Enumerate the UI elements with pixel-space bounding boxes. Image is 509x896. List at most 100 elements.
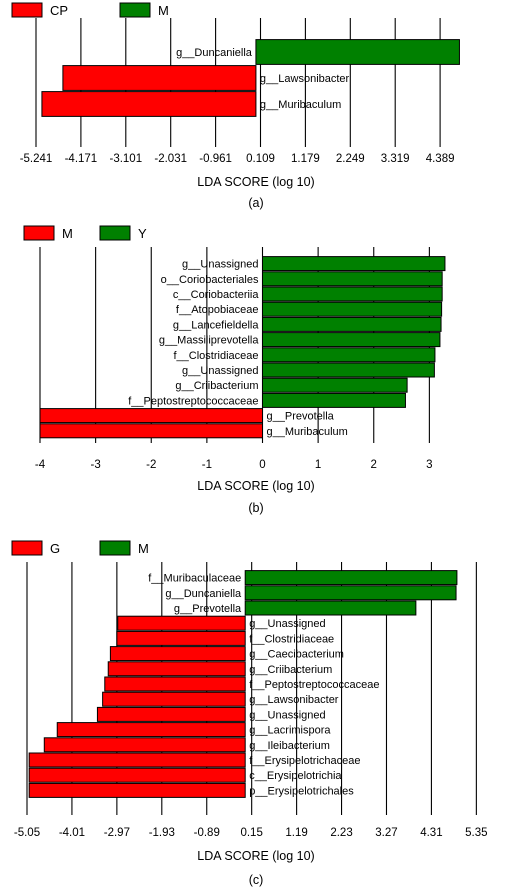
x-tick-label: -4.171 (65, 153, 98, 165)
bar-label: g__Muribaculum (267, 426, 348, 438)
bar-negative (28, 752, 246, 768)
x-tick-label: 0 (259, 459, 265, 471)
bar-positive (262, 377, 408, 393)
bar-negative (41, 91, 257, 117)
lda-panel-3: f__Muribaculaceae g__Duncaniella g__Prevot… (11, 540, 488, 887)
bar-positive (262, 392, 406, 408)
bar-label: c__Erysipelotrichia (249, 770, 342, 782)
legend-label: Y (138, 226, 147, 241)
x-tick-label: 3.319 (381, 153, 410, 165)
x-tick-label: 5.35 (465, 827, 487, 839)
legend-label: M (138, 541, 149, 556)
x-tick-label: -2 (146, 459, 156, 471)
x-tick-label: -1 (202, 459, 212, 471)
bar-negative (39, 408, 263, 424)
x-tick-label: -0.961 (199, 153, 232, 165)
bar-label: f__Peptostreptococcaceae (249, 679, 379, 691)
bar-label: g__Prevotella (267, 411, 335, 423)
bar-positive (262, 301, 443, 317)
x-tick-label: 4.31 (420, 827, 442, 839)
lda-panel-2: g__Unassigned o__Coriobacteriales c__Corio… (23, 225, 446, 515)
legend-swatch (11, 2, 43, 18)
x-tick-label: 1.179 (291, 153, 320, 165)
bar-negative (104, 676, 246, 692)
legend: CP M (11, 2, 169, 18)
x-tick-label: 2.249 (336, 153, 365, 165)
bar-negative (109, 646, 246, 662)
bar-label: c__Coriobacteriia (173, 289, 259, 301)
x-axis-title: LDA SCORE (log 10) (197, 175, 314, 189)
x-tick-label: -1.93 (149, 827, 175, 839)
bar-positive (262, 271, 443, 287)
bar-positive (244, 570, 458, 586)
x-tick-label: -2.97 (104, 827, 130, 839)
bar-negative (56, 722, 246, 738)
bar-label: f__Muribaculaceae (148, 573, 241, 585)
bar-negative (28, 782, 246, 798)
bar-negative (96, 706, 246, 722)
bar-positive (262, 316, 442, 332)
bar-label: g__Caecibacterium (249, 649, 344, 661)
bar-positive (262, 286, 443, 302)
x-axis-title: LDA SCORE (log 10) (197, 479, 314, 493)
panel-caption: (b) (248, 501, 263, 515)
x-axis-title: LDA SCORE (log 10) (197, 849, 314, 863)
bar-label: g__Unassigned (249, 709, 325, 721)
panel-caption: (a) (248, 196, 263, 210)
bar-positive (262, 362, 435, 378)
bar-negative (102, 691, 246, 707)
lda-panel-1: g__Duncaniella g__Lawsonibacter g__Muribac… (11, 2, 460, 210)
x-tick-label: -5.241 (20, 153, 53, 165)
bar-label: g__Lawsonibacter (260, 73, 350, 85)
bar-label: f__Peptostreptococcaceae (128, 395, 258, 407)
bar-positive (255, 39, 460, 65)
x-tick-label: 1.19 (285, 827, 307, 839)
x-tick-label: 0.109 (246, 153, 275, 165)
x-tick-label: -0.89 (194, 827, 220, 839)
legend-label: CP (50, 3, 68, 18)
bar-label: f__Erysipelotrichaceae (249, 755, 360, 767)
legend-swatch (99, 225, 131, 241)
x-tick-label: -5.05 (14, 827, 40, 839)
bar-label: g__Unassigned (182, 259, 258, 271)
bar-label: g__Duncaniella (165, 588, 242, 600)
panel-caption: (c) (249, 873, 264, 887)
bar-positive (262, 347, 436, 363)
bar-positive (244, 585, 457, 601)
bar-negative (117, 615, 246, 631)
bar-negative (116, 630, 246, 646)
bar-label: g__Lancefieldella (173, 319, 260, 331)
legend-label: M (62, 226, 73, 241)
x-tick-label: 0.15 (240, 827, 262, 839)
x-tick-label: 3.27 (375, 827, 397, 839)
x-tick-label: -4 (35, 459, 46, 471)
bar-negative (107, 661, 246, 677)
bar-negative (39, 423, 263, 439)
bar-label: g__Unassigned (249, 618, 325, 630)
bar-label: g__Massiliprevotella (159, 335, 260, 347)
bar-label: p__Erysipelotrichales (249, 785, 354, 797)
bar-label: g__Lawsonibacter (249, 694, 339, 706)
bar-negative (28, 767, 246, 783)
bar-label: g__Criibacterium (175, 380, 258, 392)
legend-swatch (23, 225, 55, 241)
x-tick-label: 4.389 (426, 153, 455, 165)
x-tick-label: 2.23 (330, 827, 352, 839)
bar-negative (62, 65, 257, 91)
x-tick-label: 3 (426, 459, 432, 471)
bar-positive (244, 600, 417, 616)
bar-positive (262, 256, 446, 272)
bar-positive (262, 332, 441, 348)
x-tick-label: 1 (315, 459, 321, 471)
bar-label: g__Unassigned (182, 365, 258, 377)
legend-label: G (50, 541, 60, 556)
bar-label: g__Criibacterium (249, 664, 332, 676)
x-tick-label: 2 (371, 459, 377, 471)
x-tick-label: -3 (91, 459, 101, 471)
bar-label: g__Ileibacterium (249, 740, 330, 752)
legend-swatch (119, 2, 151, 18)
x-tick-label: -3.101 (109, 153, 142, 165)
x-tick-label: -4.01 (59, 827, 85, 839)
bar-label: g__Muribaculum (260, 99, 341, 111)
